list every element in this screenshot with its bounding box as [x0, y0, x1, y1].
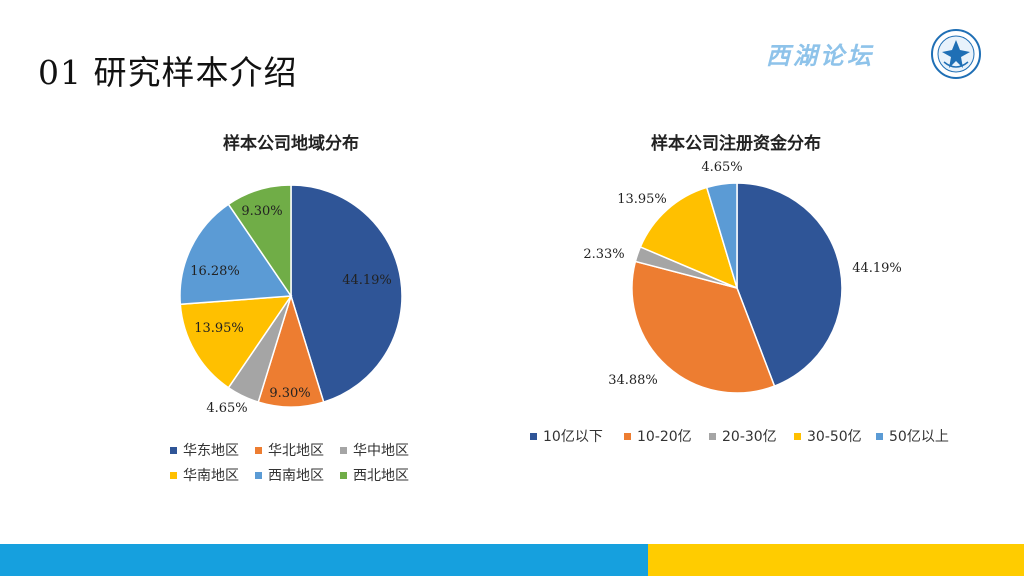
- legend-swatch: [624, 432, 631, 440]
- data-label-2: 9.30%: [269, 386, 310, 401]
- legend-item: 30-50亿: [794, 426, 862, 446]
- legend-swatch: [530, 432, 537, 440]
- legend-swatch: [340, 446, 347, 454]
- legend-label: 西北地区: [353, 468, 409, 484]
- legend-swatch: [794, 432, 801, 440]
- chart-title-capital: 样本公司注册资金分布: [651, 134, 821, 154]
- legend-item: 华北地区: [255, 440, 324, 460]
- legend-label: 华中地区: [353, 443, 409, 459]
- legend-label: 西南地区: [268, 468, 324, 484]
- legend-item: 20-30亿: [709, 426, 777, 446]
- legend-label: 20-30亿: [722, 429, 777, 445]
- data-label-1: 44.19%: [342, 273, 392, 288]
- data-label-4: 13.95%: [617, 192, 667, 207]
- legend-label: 50亿以上: [889, 429, 949, 445]
- data-label-5: 4.65%: [701, 160, 742, 175]
- slide-title: 01 研究样本介绍: [38, 53, 298, 92]
- legend-swatch: [255, 471, 262, 479]
- legend-item: 50亿以上: [876, 426, 949, 446]
- pie-slice-1: [290, 184, 403, 404]
- footer-bar-yellow: [648, 544, 1024, 576]
- legend-label: 10亿以下: [543, 429, 603, 445]
- legend-item: 华中地区: [340, 440, 409, 460]
- legend-swatch: [709, 432, 716, 440]
- legend-item: 华东地区: [170, 440, 239, 460]
- legend-item: 西南地区: [255, 465, 324, 485]
- legend-item: 10亿以下: [530, 426, 603, 446]
- legend-item: 10-20亿: [624, 426, 692, 446]
- pie-slice-4: [179, 295, 293, 389]
- legend-item: 华南地区: [170, 465, 239, 485]
- brand-name: 西湖论坛: [766, 41, 874, 70]
- data-label-2: 34.88%: [608, 373, 658, 388]
- legend-label: 30-50亿: [807, 429, 862, 445]
- pie-slice-1: [736, 182, 843, 388]
- data-label-3: 4.65%: [206, 401, 247, 416]
- data-label-1: 44.19%: [852, 261, 902, 276]
- pie-slice-5: [179, 203, 293, 306]
- legend-swatch: [170, 471, 177, 479]
- legend-label: 华东地区: [183, 443, 239, 459]
- legend-label: 华北地区: [268, 443, 324, 459]
- legend-label: 华南地区: [183, 468, 239, 484]
- legend-item: 西北地区: [340, 465, 409, 485]
- pie-slice-5: [705, 182, 738, 289]
- chart-title-region: 样本公司地域分布: [223, 134, 359, 154]
- legend-swatch: [876, 432, 883, 440]
- forum-emblem-icon: [931, 29, 981, 79]
- legend-swatch: [340, 471, 347, 479]
- pie-chart-capital: 44.19% 34.88% 2.33% 13.95% 4.65%: [583, 160, 902, 394]
- pie-slice-2: [631, 260, 776, 394]
- footer-bar-blue: [0, 544, 648, 576]
- data-label-3: 2.33%: [583, 247, 624, 262]
- data-label-5: 16.28%: [190, 264, 240, 279]
- legend-label: 10-20亿: [637, 429, 692, 445]
- legend-swatch: [255, 446, 262, 454]
- pie-slice-6: [227, 184, 292, 299]
- pie-slice-4: [639, 186, 739, 290]
- pie-chart-region: 44.19% 9.30% 4.65% 13.95% 16.28% 9.30%: [179, 184, 403, 416]
- data-label-4: 13.95%: [194, 321, 244, 336]
- legend-swatch: [170, 446, 177, 454]
- data-label-6: 9.30%: [241, 204, 282, 219]
